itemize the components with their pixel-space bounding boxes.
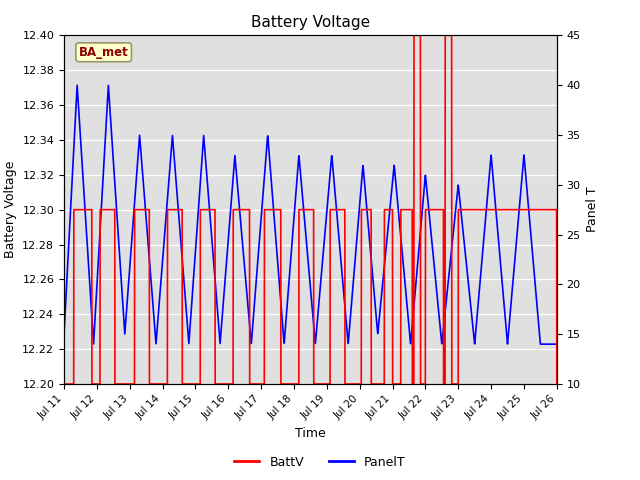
Text: BA_met: BA_met [79, 46, 129, 59]
Title: Battery Voltage: Battery Voltage [251, 15, 370, 30]
Y-axis label: Battery Voltage: Battery Voltage [4, 161, 17, 258]
Y-axis label: Panel T: Panel T [586, 187, 599, 232]
X-axis label: Time: Time [295, 427, 326, 440]
Legend: BattV, PanelT: BattV, PanelT [229, 451, 411, 474]
